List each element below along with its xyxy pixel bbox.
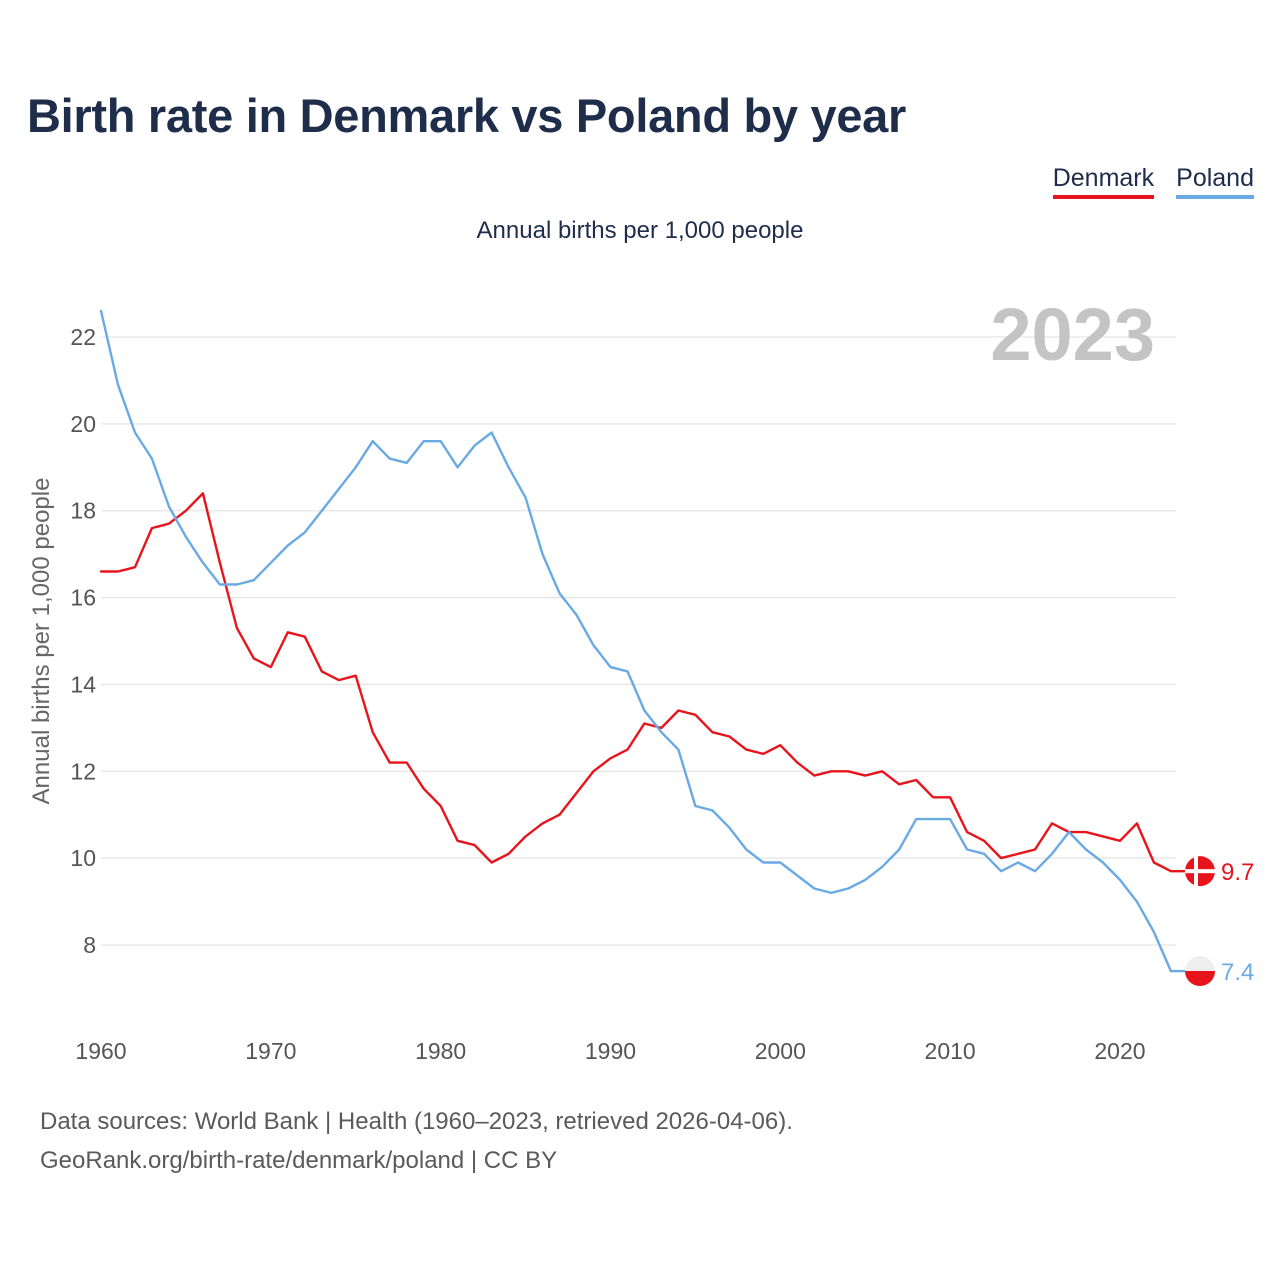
x-tick-label: 1990 bbox=[585, 1038, 636, 1064]
y-tick-label: 20 bbox=[70, 411, 96, 437]
end-markers: 9.7 7.4 bbox=[1185, 856, 1254, 987]
series-lines bbox=[99, 309, 1200, 973]
y-tick-label: 14 bbox=[70, 671, 96, 697]
x-tick-label: 2010 bbox=[925, 1038, 976, 1064]
series-line-denmark bbox=[99, 492, 1173, 873]
y-tick-label: 8 bbox=[83, 932, 96, 958]
flag-cross-horizontal bbox=[1185, 869, 1215, 874]
poland-flag-icon bbox=[1185, 956, 1215, 987]
series-line-poland bbox=[99, 309, 1173, 973]
x-tick-label: 1970 bbox=[245, 1038, 296, 1064]
y-tick-label: 16 bbox=[70, 585, 96, 611]
y-tick-label: 18 bbox=[70, 498, 96, 524]
current-year-label: 2023 bbox=[990, 293, 1155, 376]
y-axis: 8 10 12 14 16 18 20 22 bbox=[70, 324, 96, 958]
legend: Denmark Poland bbox=[1052, 164, 1254, 199]
x-tick-label: 2000 bbox=[755, 1038, 806, 1064]
y-tick-label: 22 bbox=[70, 324, 96, 350]
x-tick-label: 2020 bbox=[1094, 1038, 1145, 1064]
legend-item-denmark[interactable]: Denmark bbox=[1052, 164, 1155, 199]
source-url[interactable]: GeoRank.org/birth-rate/denmark/poland | … bbox=[40, 1147, 558, 1174]
chart-subtitle: Annual births per 1,000 people bbox=[476, 217, 804, 244]
end-value-label-poland: 7.4 bbox=[1221, 959, 1254, 986]
source-note: Data sources: World Bank | Health (1960–… bbox=[40, 1108, 793, 1135]
x-tick-label: 1980 bbox=[415, 1038, 466, 1064]
denmark-flag-icon bbox=[1185, 856, 1215, 887]
chart-title: Birth rate in Denmark vs Poland by year bbox=[27, 89, 907, 142]
x-tick-label: 1960 bbox=[75, 1038, 126, 1064]
x-axis: 1960 1970 1980 1990 2000 2010 2020 bbox=[75, 1038, 1145, 1064]
y-tick-label: 12 bbox=[70, 758, 96, 784]
legend-item-poland[interactable]: Poland bbox=[1176, 164, 1254, 199]
end-value-label-denmark: 9.7 bbox=[1221, 859, 1254, 886]
grid bbox=[101, 336, 1176, 946]
flag-bottom-red bbox=[1185, 971, 1215, 987]
y-tick-label: 10 bbox=[70, 845, 96, 871]
